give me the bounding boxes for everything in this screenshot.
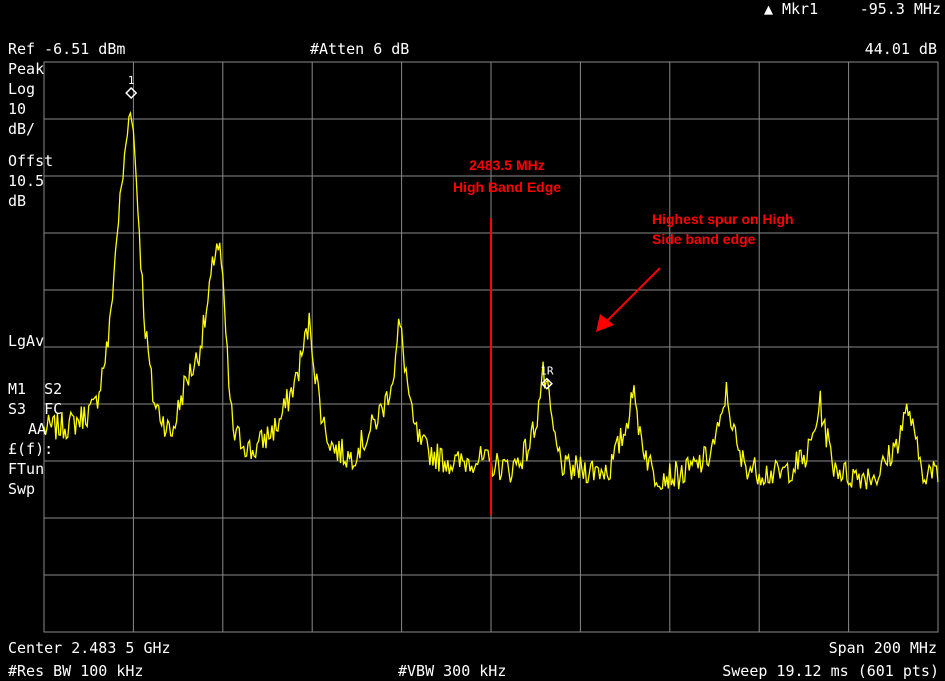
band-edge-freq-label: 2483.5 MHz bbox=[469, 157, 544, 173]
function-mode: FTun bbox=[8, 460, 45, 478]
span-setting: Span 200 MHz bbox=[828, 639, 937, 657]
marker-delta: 44.01 dB bbox=[864, 40, 937, 58]
trace-flags-2: S3 FC bbox=[8, 400, 63, 418]
marker-label-1: 1 bbox=[128, 74, 135, 87]
marker-label: Mkr1 bbox=[782, 0, 819, 18]
spur-arrow-head bbox=[596, 314, 614, 332]
vbw-setting: #VBW 300 kHz bbox=[398, 662, 507, 680]
grid bbox=[44, 62, 938, 632]
marker-group: 1 1R bbox=[125, 74, 554, 390]
offset-value: 10.5 bbox=[8, 172, 45, 190]
sweep-label: Swp bbox=[8, 480, 36, 498]
center-frequency: Center 2.483 5 GHz bbox=[8, 639, 171, 657]
trace-flags-1: M1 S2 bbox=[8, 380, 63, 398]
sweep-setting: Sweep 19.12 ms (601 pts) bbox=[722, 662, 939, 680]
marker-diamond-2 bbox=[540, 377, 553, 390]
detector-mode: Peak bbox=[8, 60, 45, 78]
trace-flags-3: AA bbox=[28, 420, 47, 438]
delta-icon: ▲ bbox=[764, 0, 774, 18]
spur-arrow-shaft bbox=[605, 267, 661, 323]
scale-type: Log bbox=[8, 80, 36, 98]
band-edge-name-label: High Band Edge bbox=[453, 179, 561, 195]
marker-diamond-1 bbox=[125, 86, 138, 100]
ref-level: Ref -6.51 dBm bbox=[8, 40, 126, 58]
avg-mode: LgAv bbox=[8, 332, 45, 350]
marker-label-2: 1R bbox=[540, 365, 554, 378]
spur-annotation-line2: Side band edge bbox=[652, 231, 756, 247]
rbw-setting: #Res BW 100 kHz bbox=[8, 662, 144, 680]
spur-annotation-line1: Highest spur on High bbox=[652, 211, 794, 227]
function-label: £(f): bbox=[8, 440, 54, 458]
scale-unit: dB/ bbox=[8, 120, 36, 138]
marker-freq: -95.3 MHz bbox=[859, 0, 941, 18]
offset-unit: dB bbox=[8, 192, 27, 210]
offset-label: Offst bbox=[8, 152, 54, 170]
atten-setting: #Atten 6 dB bbox=[310, 40, 410, 58]
scale-value: 10 bbox=[8, 100, 27, 118]
